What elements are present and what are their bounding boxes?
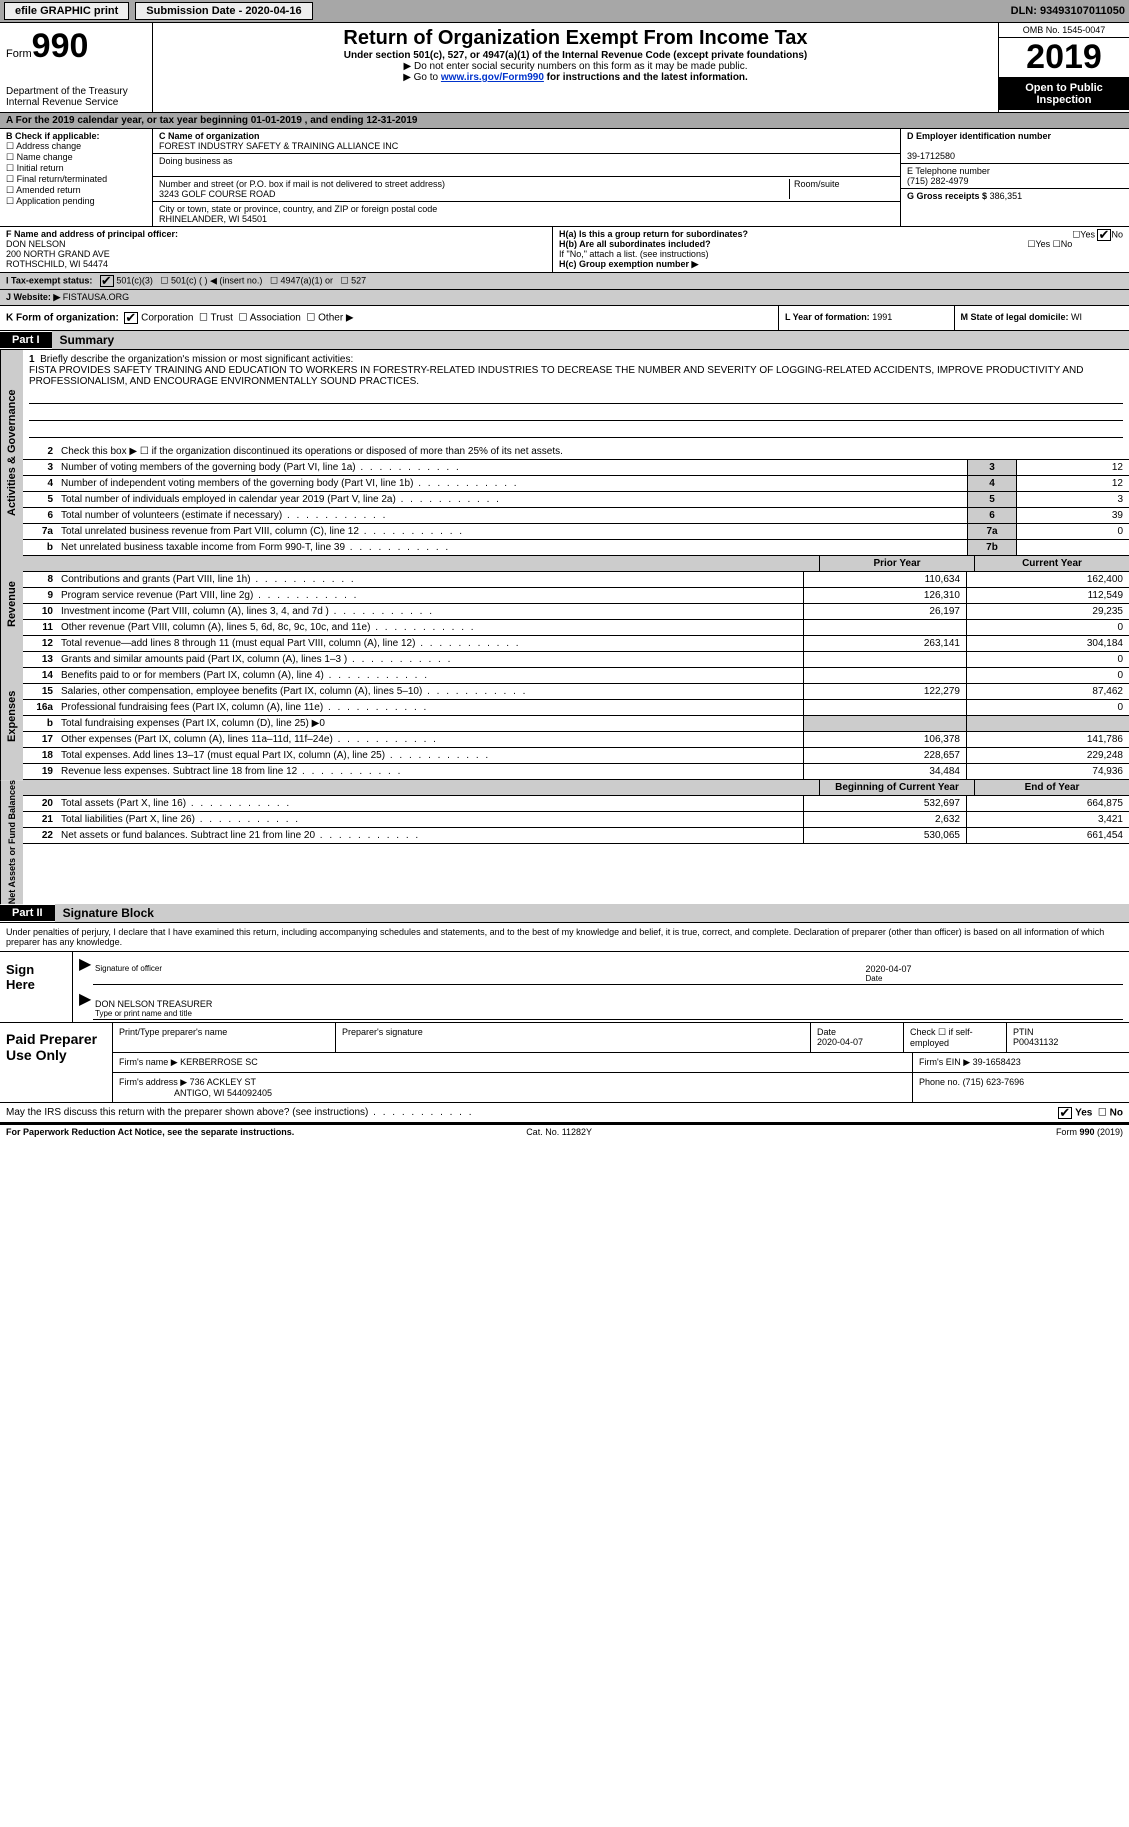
line-10: 10Investment income (Part VIII, column (… — [23, 604, 1129, 620]
domicile: WI — [1071, 312, 1082, 322]
website[interactable]: FISTAUSA.ORG — [63, 292, 129, 302]
form-footer: Form 990 (2019) — [1056, 1127, 1123, 1137]
column-c: C Name of organizationFOREST INDUSTRY SA… — [153, 129, 900, 226]
line-20: 20Total assets (Part X, line 16)532,6976… — [23, 796, 1129, 812]
hb-no-check[interactable] — [1097, 229, 1111, 241]
cb-address-change[interactable]: ☐ Address change — [6, 141, 146, 152]
street-address: 3243 GOLF COURSE ROAD — [159, 189, 276, 199]
gross-receipts: 386,351 — [990, 191, 1023, 201]
expenses: Expenses 13Grants and similar amounts pa… — [0, 652, 1129, 780]
line-22: 22Net assets or fund balances. Subtract … — [23, 828, 1129, 844]
department: Department of the Treasury Internal Reve… — [6, 86, 146, 108]
line-13: 13Grants and similar amounts paid (Part … — [23, 652, 1129, 668]
line-9: 9Program service revenue (Part VIII, lin… — [23, 588, 1129, 604]
officer-name: DON NELSON — [6, 239, 66, 249]
org-name: FOREST INDUSTRY SAFETY & TRAINING ALLIAN… — [159, 141, 398, 151]
phone: (715) 282-4979 — [907, 176, 969, 186]
page-footer: For Paperwork Reduction Act Notice, see … — [0, 1124, 1129, 1139]
column-b: B Check if applicable: ☐ Address change … — [0, 129, 153, 226]
block-fh: F Name and address of principal officer:… — [0, 227, 1129, 273]
cb-final-return[interactable]: ☐ Final return/terminated — [6, 174, 146, 185]
line-klm: K Form of organization: Corporation ☐ Tr… — [0, 306, 1129, 331]
cb-initial-return[interactable]: ☐ Initial return — [6, 163, 146, 174]
form-header: Form990 Department of the Treasury Inter… — [0, 23, 1129, 113]
form-number: 990 — [32, 27, 89, 65]
sign-date: 2020-04-07 — [866, 964, 912, 974]
line-17: 17Other expenses (Part IX, column (A), l… — [23, 732, 1129, 748]
main-title: Return of Organization Exempt From Incom… — [159, 27, 992, 50]
form-word: Form — [6, 48, 32, 60]
tab-expenses: Expenses — [0, 652, 23, 780]
line-16a: 16aProfessional fundraising fees (Part I… — [23, 700, 1129, 716]
mission-desc: FISTA PROVIDES SAFETY TRAINING AND EDUCA… — [29, 365, 1083, 387]
line-i: I Tax-exempt status: 501(c)(3) ☐ 501(c) … — [0, 273, 1129, 290]
efile-button[interactable]: efile GRAPHIC print — [4, 2, 129, 20]
cb-amended[interactable]: ☐ Amended return — [6, 185, 146, 196]
ptin: P00431132 — [1013, 1037, 1058, 1047]
line-14: 14Benefits paid to or for members (Part … — [23, 668, 1129, 684]
net-assets: Net Assets or Fund Balances Beginning of… — [0, 780, 1129, 904]
firm-addr: 736 ACKLEY ST — [190, 1077, 256, 1087]
line-8: 8Contributions and grants (Part VIII, li… — [23, 572, 1129, 588]
ein: 39-1712580 — [907, 151, 955, 161]
tab-revenue: Revenue — [0, 556, 23, 652]
subtitle: Under section 501(c), 527, or 4947(a)(1)… — [159, 50, 992, 61]
irs-link[interactable]: www.irs.gov/Form990 — [441, 72, 544, 83]
line-11: 11Other revenue (Part VIII, column (A), … — [23, 620, 1129, 636]
sign-here: Sign Here ▶ Signature of officer 2020-04… — [0, 952, 1129, 1023]
city-state-zip: RHINELANDER, WI 54501 — [159, 214, 267, 224]
line-3: 3Number of voting members of the governi… — [23, 460, 1129, 476]
cb-name-change[interactable]: ☐ Name change — [6, 152, 146, 163]
line-19: 19Revenue less expenses. Subtract line 1… — [23, 764, 1129, 780]
line-7a: 7aTotal unrelated business revenue from … — [23, 524, 1129, 540]
submission-date: Submission Date - 2020-04-16 — [135, 2, 312, 20]
cb-corp[interactable] — [124, 312, 138, 324]
year-formation: 1991 — [872, 312, 892, 322]
line-6: 6Total number of volunteers (estimate if… — [23, 508, 1129, 524]
line-18: 18Total expenses. Add lines 13–17 (must … — [23, 748, 1129, 764]
line-b: bTotal fundraising expenses (Part IX, co… — [23, 716, 1129, 732]
line-5: 5Total number of individuals employed in… — [23, 492, 1129, 508]
preparer-date: 2020-04-07 — [817, 1037, 863, 1047]
perjury-text: Under penalties of perjury, I declare th… — [0, 923, 1129, 952]
line-a: A For the 2019 calendar year, or tax yea… — [0, 113, 1129, 129]
dln: DLN: 93493107011050 — [1011, 5, 1125, 17]
line-12: 12Total revenue—add lines 8 through 11 (… — [23, 636, 1129, 652]
tax-year: 2019 — [999, 38, 1129, 78]
firm-ein: 39-1658423 — [973, 1057, 1021, 1067]
block-bcde: B Check if applicable: ☐ Address change … — [0, 129, 1129, 227]
dba: Doing business as — [153, 154, 900, 177]
part-2-header: Part IISignature Block — [0, 904, 1129, 923]
line-j: J Website: ▶ FISTAUSA.ORG — [0, 290, 1129, 306]
tab-ag: Activities & Governance — [0, 350, 23, 556]
line-15: 15Salaries, other compensation, employee… — [23, 684, 1129, 700]
instruction-2: ▶ Go to www.irs.gov/Form990 for instruct… — [159, 72, 992, 83]
top-bar: efile GRAPHIC print Submission Date - 20… — [0, 0, 1129, 23]
instruction-1: ▶ Do not enter social security numbers o… — [159, 61, 992, 72]
line-4: 4Number of independent voting members of… — [23, 476, 1129, 492]
cb-may-yes[interactable] — [1058, 1107, 1072, 1119]
activities-governance: Activities & Governance 1 Briefly descri… — [0, 350, 1129, 556]
line-21: 21Total liabilities (Part X, line 26)2,6… — [23, 812, 1129, 828]
firm-name: KERBERROSE SC — [180, 1057, 258, 1067]
line-b: bNet unrelated business taxable income f… — [23, 540, 1129, 556]
paid-preparer: Paid Preparer Use Only Print/Type prepar… — [0, 1023, 1129, 1103]
cb-501c3[interactable] — [100, 275, 114, 287]
officer-name-title: DON NELSON TREASURER — [95, 999, 212, 1009]
part-1-header: Part ISummary — [0, 331, 1129, 350]
column-deg: D Employer identification number39-17125… — [900, 129, 1129, 226]
cb-pending[interactable]: ☐ Application pending — [6, 196, 146, 207]
revenue: Revenue Prior YearCurrent Year 8Contribu… — [0, 556, 1129, 652]
open-to-public: Open to Public Inspection — [999, 78, 1129, 110]
omb-number: OMB No. 1545-0047 — [999, 23, 1129, 38]
firm-phone: (715) 623-7696 — [963, 1077, 1025, 1087]
may-discuss: May the IRS discuss this return with the… — [0, 1103, 1129, 1124]
tab-na: Net Assets or Fund Balances — [0, 780, 23, 904]
